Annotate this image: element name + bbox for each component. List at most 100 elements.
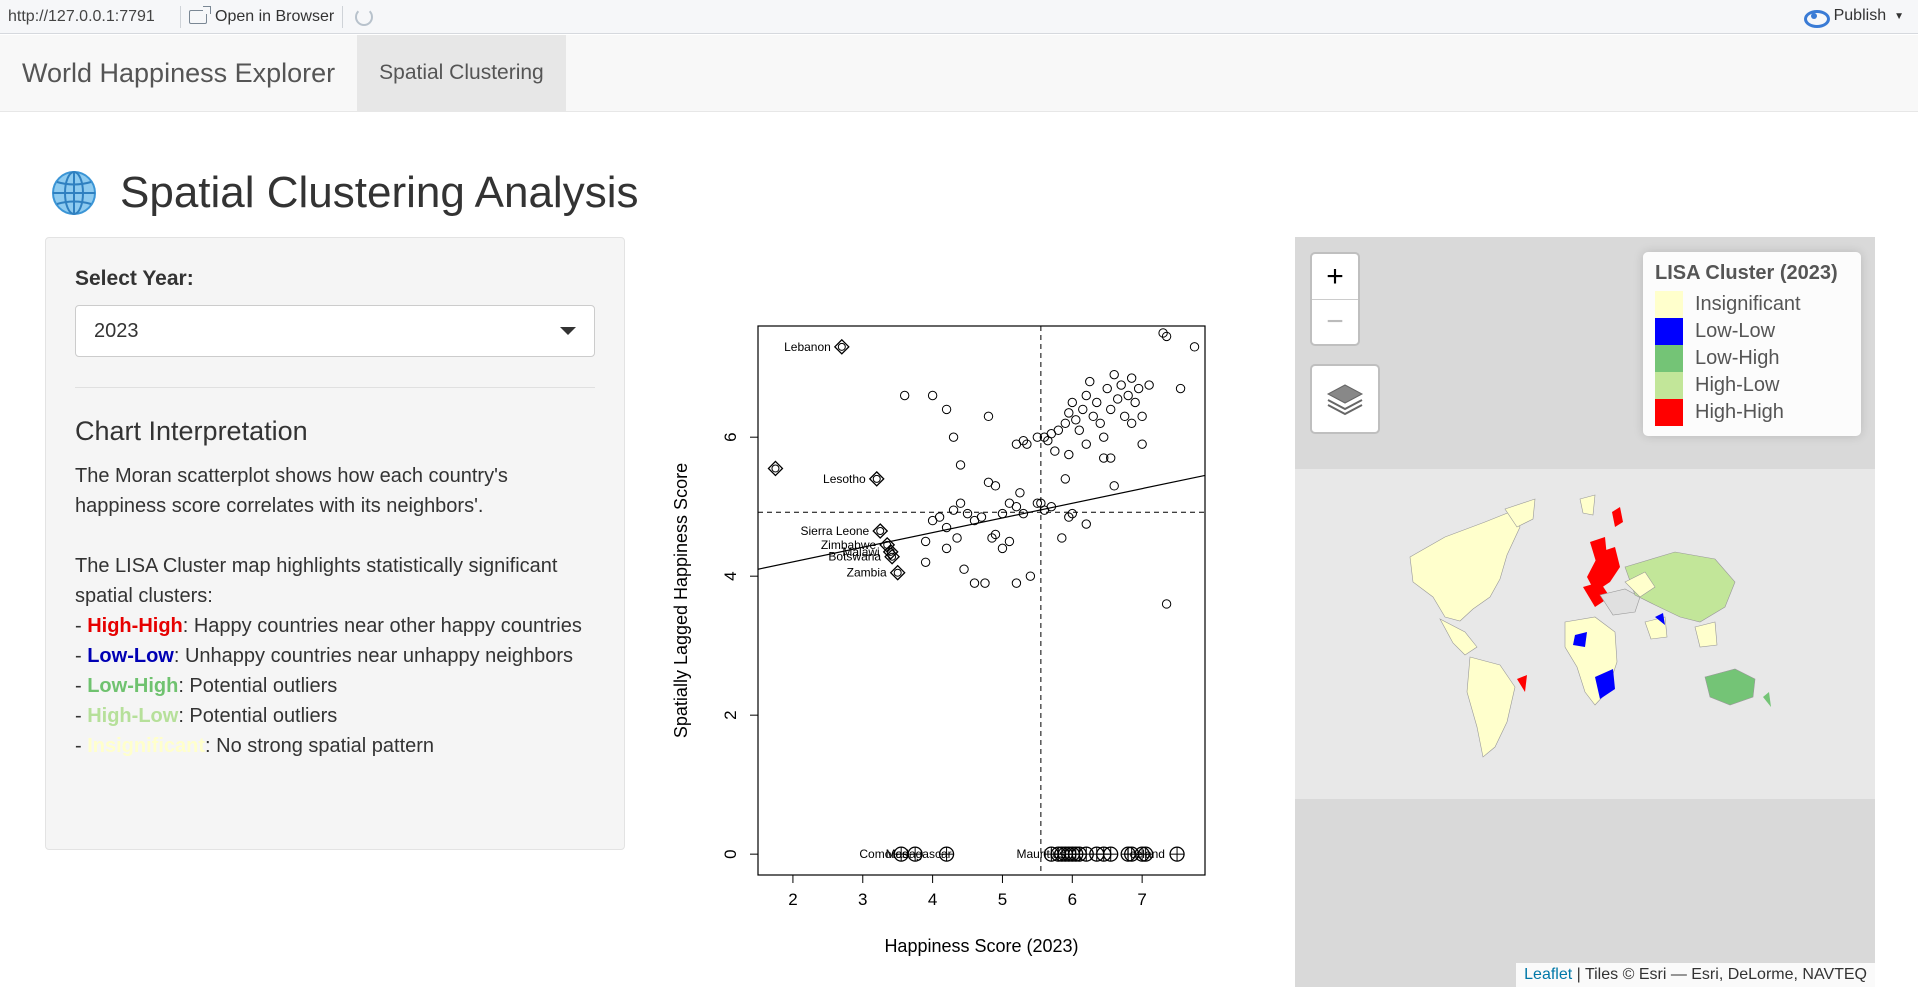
data-point [1064,512,1074,522]
influential-label: Lesotho [823,472,866,486]
legend-label: Low-High [1695,347,1780,369]
publish-icon [1803,7,1830,28]
sidebar-panel: Select Year: 2023 Chart Interpretation T… [45,237,625,850]
influential-point [888,552,897,561]
open-in-browser-icon [189,5,211,24]
data-point [1109,369,1119,380]
influential-point [771,464,780,473]
influential-label: Zimbabwe [821,538,877,552]
data-point [1004,498,1015,508]
divider [180,5,181,28]
moran-description: The Moran scatterplot shows how each cou… [75,465,508,517]
x-tick-label: 3 [858,890,867,909]
plot-frame [757,325,1206,876]
tab-spatial-clustering[interactable]: Spatial Clustering [357,35,566,111]
navbar-brand[interactable]: World Happiness Explorer [22,57,336,88]
spacer [75,521,595,551]
influential-marker [833,338,850,355]
legend-swatch [1655,318,1683,345]
data-point [1036,498,1046,508]
term-desc: : Potential outliers [178,675,338,697]
y-tick-label: 2 [721,710,740,719]
data-point [1057,533,1067,543]
term-desc: : Unhappy countries near unhappy neighbo… [173,645,574,667]
regression-line [757,474,1206,570]
data-point [941,522,952,533]
data-point [1022,439,1032,449]
legend-swatch [1655,372,1683,399]
data-point [1081,519,1091,529]
data-point [990,481,1001,491]
data-point [1119,411,1130,422]
lisa-map[interactable]: + − LISA Cluster (2023) Insignificant Lo… [1295,237,1875,987]
data-point [952,533,962,543]
data-point [941,543,952,554]
zero-lag-label: Iceland [1126,847,1165,861]
data-point [1064,408,1074,418]
y-tick-label: 6 [721,432,740,441]
legend-swatch [1655,345,1683,372]
data-point [1137,411,1147,422]
data-point [1060,418,1071,428]
data-point [1126,418,1137,428]
data-point [1109,481,1119,491]
data-point [1099,453,1109,463]
list-item: - Low-High: Potential outliers [75,675,338,697]
data-point [1060,474,1071,484]
legend-title: LISA Cluster (2023) [1655,262,1838,284]
data-point [955,460,966,470]
publish-button[interactable]: Publish ▼ [1803,7,1904,28]
data-point [899,390,910,401]
data-point [955,498,966,508]
data-point [1025,571,1036,581]
data-point [997,543,1008,554]
term-desc: : Happy countries near other happy count… [182,615,582,637]
term-desc: : Potential outliers [178,705,338,727]
data-point [1071,415,1081,425]
legend-item: Low-High [1655,345,1849,372]
leaflet-link[interactable]: Leaflet [1524,966,1573,983]
data-point [1106,453,1116,463]
x-tick-label: 2 [788,890,797,909]
data-point [969,515,980,526]
data-point [959,564,969,574]
term-high-low: High-Low [87,705,179,727]
zero-lag-label: Comoros [859,847,908,861]
zero-lag-label: Madagascar [886,847,952,861]
legend-item: High-Low [1655,372,1849,399]
data-point [1189,342,1200,352]
term-low-high: Low-High [87,675,179,697]
open-in-browser-label: Open in Browser [215,7,335,25]
data-point [1011,578,1022,588]
viewer-url: http://127.0.0.1:7791 [8,7,155,25]
list-item: - High-Low: Potential outliers [75,705,338,727]
year-select[interactable]: 2023 [75,305,595,357]
open-in-browser-button[interactable]: Open in Browser [189,5,335,26]
x-tick-label: 6 [1068,890,1077,909]
zoom-in-button[interactable]: + [1326,259,1344,293]
data-point [1067,508,1077,519]
data-point [948,505,959,515]
term-low-low: Low-Low [87,645,174,667]
refresh-icon[interactable] [355,7,374,26]
y-tick-label: 4 [721,571,740,580]
data-point [1133,383,1144,394]
chevron-down-icon: ▼ [1894,10,1904,22]
data-point [1116,380,1126,390]
zoom-out-button[interactable]: − [1312,299,1358,344]
data-point [1175,383,1186,394]
data-point [1130,397,1140,408]
year-label: Select Year: [75,267,194,290]
interpretation-text: The Moran scatterplot shows how each cou… [75,461,595,761]
layers-button[interactable] [1310,364,1380,434]
influential-marker [868,470,885,487]
influential-label: Sierra Leone [801,524,870,538]
data-point [1102,383,1112,394]
data-point [1032,498,1043,508]
data-point [1064,449,1074,460]
viewer-toolbar: http://127.0.0.1:7791 Open in Browser Pu… [0,0,1918,34]
influential-marker [884,548,901,565]
legend-item: High-High [1655,399,1849,426]
legend-item: Low-Low [1655,318,1849,345]
data-point [948,432,959,442]
